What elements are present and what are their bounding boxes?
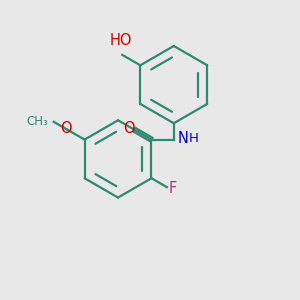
Text: CH₃: CH₃: [26, 115, 48, 128]
Text: F: F: [168, 181, 176, 196]
Text: H: H: [189, 132, 199, 145]
Text: O: O: [124, 121, 135, 136]
Text: O: O: [60, 121, 71, 136]
Text: N: N: [177, 131, 188, 146]
Text: HO: HO: [110, 33, 132, 48]
